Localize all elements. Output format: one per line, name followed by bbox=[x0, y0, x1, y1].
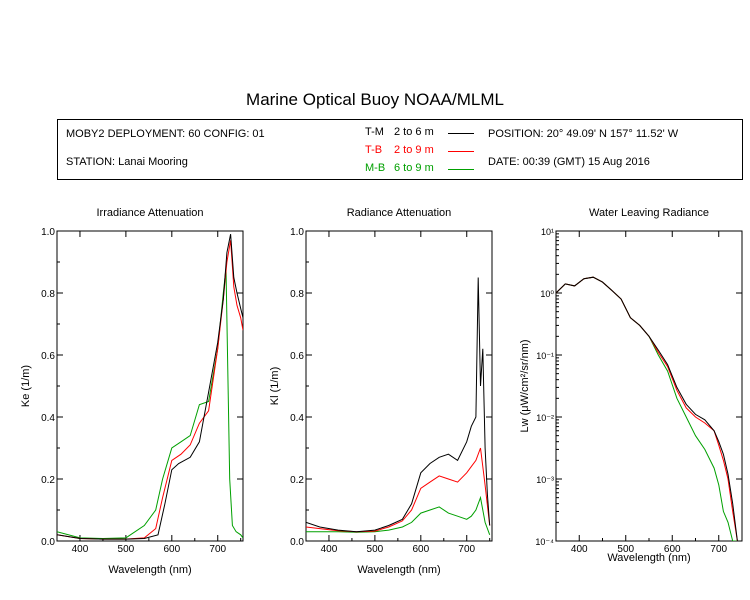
chart3-xtick-label: 400 bbox=[571, 544, 588, 555]
chart1-ytick-label: 0.8 bbox=[41, 289, 55, 300]
chart1-series-t-b bbox=[57, 240, 243, 540]
chart2-ytick-label: 0.4 bbox=[290, 413, 304, 424]
chart2-plot-frame bbox=[305, 230, 493, 542]
legend-swatch-m-b bbox=[448, 169, 474, 170]
chart3-ytick-label: 10⁰ bbox=[540, 289, 554, 299]
chart2-ylabel: Kl (1/m) bbox=[269, 367, 281, 406]
chart2-xlabel: Wavelength (nm) bbox=[357, 564, 440, 576]
legend-label-t-m: T-M bbox=[365, 126, 384, 138]
chart1-title: Irradiance Attenuation bbox=[96, 207, 203, 219]
chart3-ytick-label: 10¹ bbox=[541, 227, 554, 237]
station-text: STATION: Lanai Mooring bbox=[66, 156, 188, 168]
legend-range-t-b: 2 to 9 m bbox=[394, 144, 434, 156]
chart2-xtick-label: 500 bbox=[367, 544, 384, 555]
chart1-ytick-label: 0.4 bbox=[41, 413, 55, 424]
chart3-title: Water Leaving Radiance bbox=[589, 207, 709, 219]
page-title: Marine Optical Buoy NOAA/MLML bbox=[246, 90, 504, 109]
chart2-ytick-label: 0.6 bbox=[290, 351, 304, 362]
chart1-ytick-label: 0.2 bbox=[41, 475, 55, 486]
legend-range-t-m: 2 to 6 m bbox=[394, 126, 434, 138]
deployment-text: MOBY2 DEPLOYMENT: 60 CONFIG: 01 bbox=[66, 128, 265, 140]
chart1-xtick-label: 600 bbox=[163, 544, 180, 555]
chart2-ytick-label: 0.8 bbox=[290, 289, 304, 300]
chart1-xtick-label: 700 bbox=[209, 544, 226, 555]
chart1-xtick-label: 400 bbox=[72, 544, 89, 555]
chart2-series-m-b bbox=[306, 495, 491, 535]
date-text: DATE: 00:39 (GMT) 15 Aug 2016 bbox=[488, 156, 650, 168]
info-box: MOBY2 DEPLOYMENT: 60 CONFIG: 01 STATION:… bbox=[57, 119, 743, 180]
chart3-ylabel: Lw (μW/cm²/sr/nm) bbox=[519, 339, 531, 432]
chart2-ytick-label: 1.0 bbox=[290, 227, 304, 238]
chart3-xtick-label: 500 bbox=[617, 544, 634, 555]
chart2-series-t-b bbox=[306, 447, 491, 533]
chart2-ytick-label: 0.2 bbox=[290, 475, 304, 486]
legend-label-t-b: T-B bbox=[365, 144, 383, 156]
chart1-series-t-m bbox=[57, 234, 243, 540]
chart2-xtick-label: 600 bbox=[412, 544, 429, 555]
chart2-series-t-m bbox=[306, 277, 491, 533]
chart3-xtick-label: 700 bbox=[710, 544, 727, 555]
position-text: POSITION: 20° 49.09' N 157° 11.52' W bbox=[488, 128, 679, 140]
chart1-ytick-label: 0.0 bbox=[41, 537, 55, 548]
chart3-ytick-label: 10⁻¹ bbox=[536, 351, 554, 361]
legend-label-m-b: M-B bbox=[365, 162, 386, 174]
chart3-series-t-m bbox=[556, 276, 738, 541]
chart3-series-m-b bbox=[556, 276, 738, 541]
legend-range-m-b: 6 to 9 m bbox=[394, 162, 434, 174]
chart2-xtick-label: 400 bbox=[321, 544, 338, 555]
chart1-xlabel: Wavelength (nm) bbox=[108, 564, 191, 576]
legend-swatch-t-b bbox=[448, 151, 474, 152]
legend-swatch-t-m bbox=[448, 133, 474, 134]
chart1-series-m-b bbox=[57, 268, 243, 540]
chart3-plot-frame bbox=[555, 230, 743, 542]
chart1-ytick-label: 1.0 bbox=[41, 227, 55, 238]
chart3-ytick-label: 10⁻³ bbox=[536, 475, 554, 485]
chart1-ylabel: Ke (1/m) bbox=[20, 365, 32, 407]
chart1-ytick-label: 0.6 bbox=[41, 351, 55, 362]
chart3-series-t-b bbox=[556, 276, 738, 541]
chart3-xlabel: Wavelength (nm) bbox=[607, 552, 690, 564]
chart3-ytick-label: 10⁻⁴ bbox=[535, 537, 554, 547]
chart3-xtick-label: 600 bbox=[664, 544, 681, 555]
chart3-ytick-label: 10⁻² bbox=[536, 413, 554, 423]
chart1-plot-frame bbox=[56, 230, 244, 542]
chart1-xtick-label: 500 bbox=[118, 544, 135, 555]
chart2-xtick-label: 700 bbox=[458, 544, 475, 555]
chart2-ytick-label: 0.0 bbox=[290, 537, 304, 548]
chart2-title: Radiance Attenuation bbox=[347, 207, 452, 219]
